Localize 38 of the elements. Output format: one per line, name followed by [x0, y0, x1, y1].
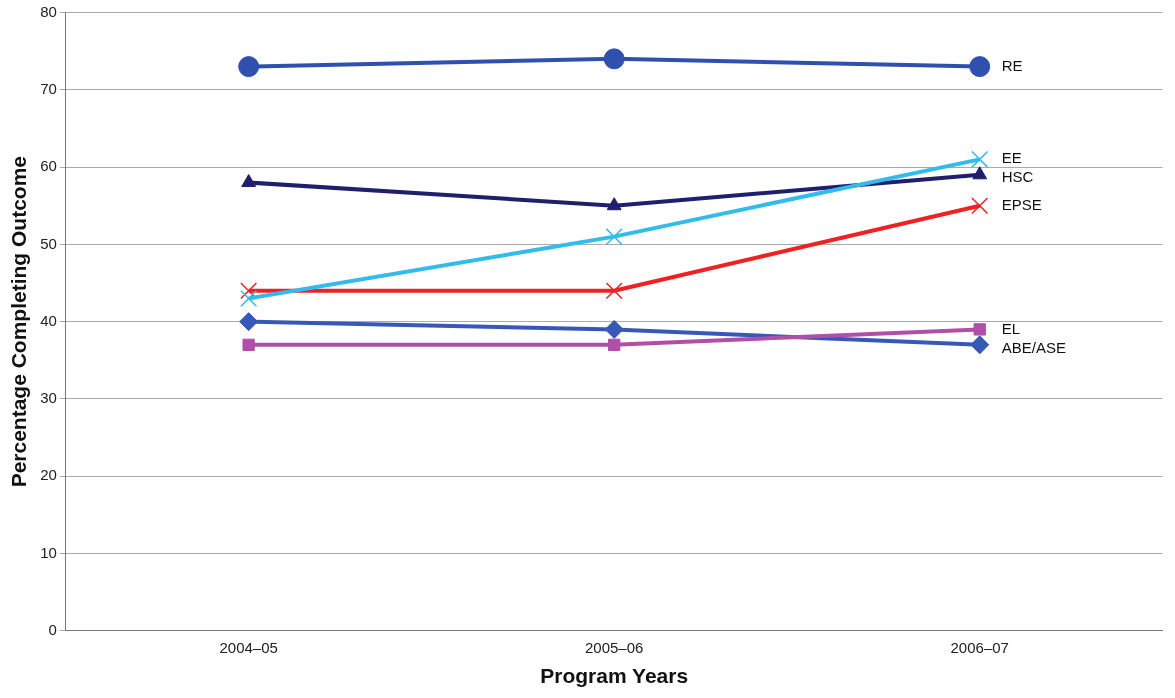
y-tick-label: 60 [40, 157, 57, 175]
x-axis-title: Program Years [540, 664, 689, 688]
x-tick-label: 2005–06 [584, 638, 644, 656]
point [606, 197, 622, 211]
series-label: RE [1001, 56, 1023, 74]
point [603, 48, 625, 70]
x-tick-label: 2004–05 [219, 638, 278, 656]
y-tick-label: 0 [48, 620, 57, 638]
point [973, 323, 986, 336]
y-tick-label: 20 [40, 466, 57, 484]
y-tick-label: 30 [40, 389, 57, 407]
point [971, 197, 989, 215]
y-axis-title: Percentage Completing Outcome [7, 155, 31, 488]
y-tick-label: 10 [40, 543, 57, 561]
point [605, 282, 623, 300]
point [604, 319, 624, 339]
series-label: EE [1001, 149, 1022, 167]
y-tick-label: 40 [40, 311, 57, 329]
point [238, 56, 260, 78]
y-tick-label: 80 [40, 2, 57, 20]
point [240, 289, 258, 307]
x-tick-label: 2006–07 [950, 638, 1009, 656]
point [970, 335, 990, 355]
point [240, 282, 258, 300]
y-tick-label: 50 [40, 234, 57, 252]
point [605, 228, 623, 246]
series-label: EPSE [1001, 195, 1042, 213]
point [971, 150, 989, 168]
series-label: ABE/ASE [1001, 338, 1066, 356]
point [969, 56, 991, 78]
y-tick-label: 70 [40, 79, 57, 97]
series-label: HSC [1001, 168, 1034, 186]
point [241, 174, 257, 188]
series-label: EL [1001, 319, 1021, 337]
point [972, 166, 988, 180]
point [608, 338, 621, 351]
point [239, 312, 259, 332]
point [242, 338, 255, 351]
